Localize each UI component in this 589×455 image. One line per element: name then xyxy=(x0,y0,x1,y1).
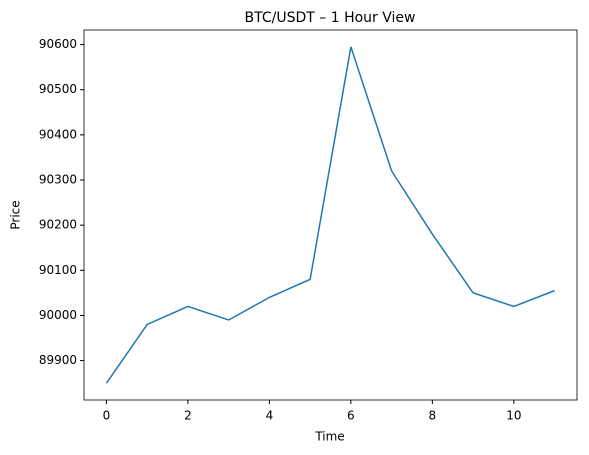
y-tick-label: 90500 xyxy=(39,82,77,96)
chart-title: BTC/USDT – 1 Hour View xyxy=(245,10,416,26)
x-tick-label: 8 xyxy=(429,409,437,423)
y-tick-label: 90100 xyxy=(39,263,77,277)
x-axis-label: Time xyxy=(314,430,344,444)
x-tick-label: 6 xyxy=(347,409,355,423)
y-tick-label: 90400 xyxy=(39,127,77,141)
line-series xyxy=(105,46,555,384)
y-tick-label: 90000 xyxy=(39,308,77,322)
y-tick-label: 90200 xyxy=(39,218,77,232)
y-tick-label: 89900 xyxy=(39,353,77,367)
x-tick-label: 2 xyxy=(184,409,192,423)
y-tick-label: 90300 xyxy=(39,173,77,187)
x-tick-label: 0 xyxy=(103,409,111,423)
x-tick-label: 10 xyxy=(506,409,521,423)
axes-frame xyxy=(83,29,578,401)
x-tick-label: 4 xyxy=(266,409,274,423)
y-axis-label: Price xyxy=(9,200,23,229)
y-tick-label: 90600 xyxy=(39,37,77,51)
